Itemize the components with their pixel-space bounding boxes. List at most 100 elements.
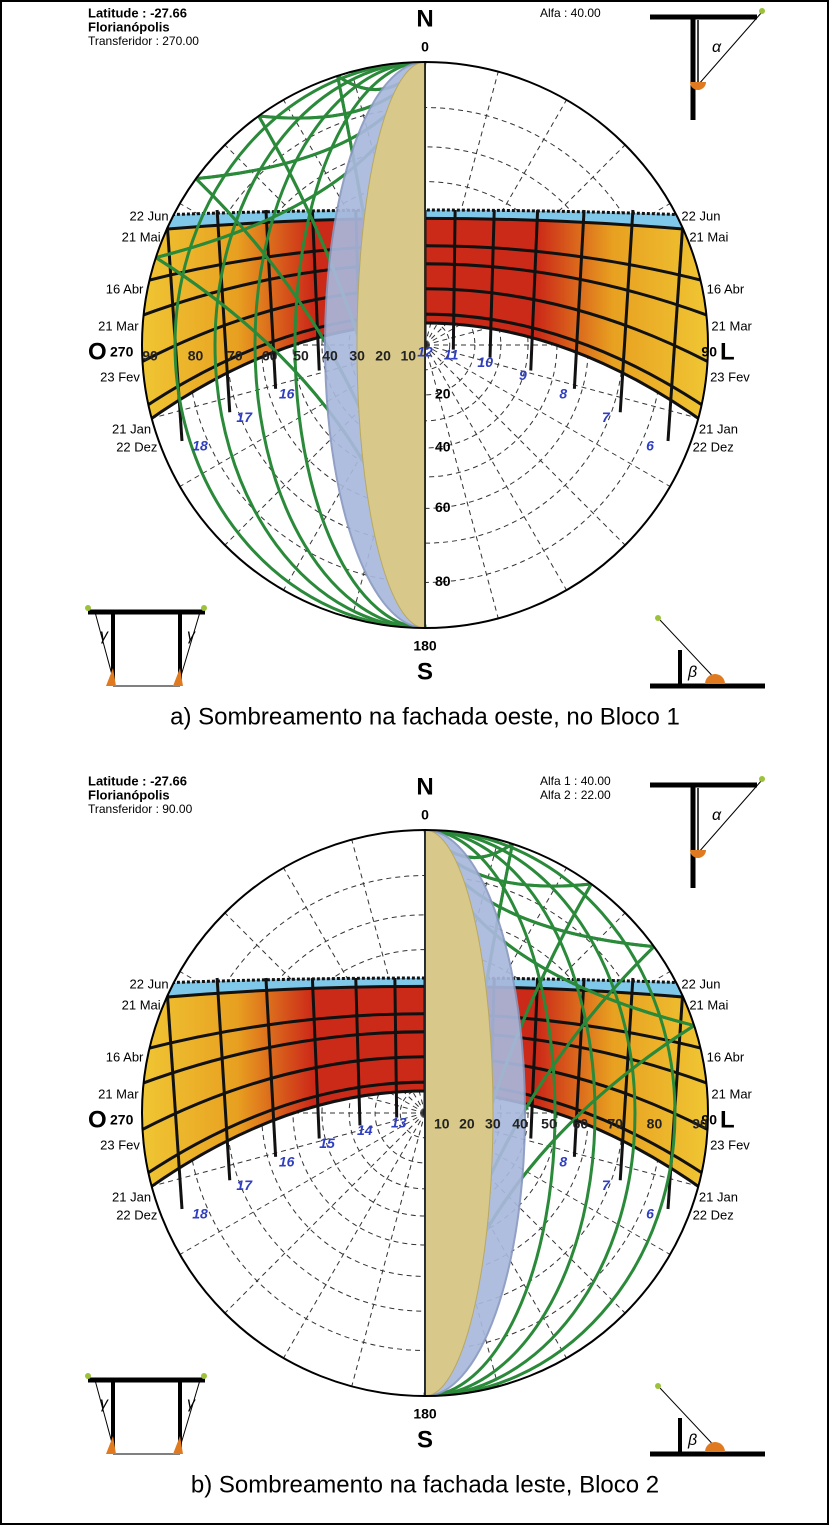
month-label: 21 Jan (699, 1189, 738, 1204)
latitude: Latitude : -27.66 (88, 773, 187, 788)
south-deg: 180 (413, 638, 437, 654)
shading-label: 70 (227, 348, 243, 364)
west: O (88, 1106, 107, 1133)
south-deg: 180 (413, 1406, 437, 1422)
hour-label: 16 (279, 385, 295, 401)
icon-dot (759, 8, 765, 14)
gamma-symbol: γ (100, 627, 109, 644)
month-label: 21 Jan (112, 421, 151, 436)
protractor-ray (284, 1113, 426, 1358)
hour-label: 18 (192, 438, 208, 454)
alpha-value: Alfa 1 : 40.00 (540, 774, 611, 788)
hour-label: 15 (319, 1135, 335, 1151)
shading-label: 20 (459, 1116, 475, 1132)
gamma-symbol: γ (100, 1395, 109, 1412)
shading-label: 70 (607, 1116, 623, 1132)
south: S (417, 658, 433, 685)
hour-label: 8 (559, 385, 567, 401)
shading-label: 30 (349, 348, 365, 364)
icon-dot (655, 615, 661, 621)
icon-line (698, 12, 762, 85)
shading-label: 10 (400, 348, 416, 364)
north-deg: 0 (421, 807, 429, 823)
north-deg: 0 (421, 39, 429, 55)
month-label: 22 Jun (130, 208, 169, 223)
month-label: 21 Mai (122, 229, 161, 244)
month-label: 16 Abr (707, 1049, 745, 1064)
hour-label: 17 (236, 1177, 253, 1193)
hour-label: 7 (602, 409, 611, 425)
month-label: 21 Mar (98, 318, 139, 333)
icon-line (698, 780, 762, 853)
north: N (416, 5, 433, 32)
city: Florianópolis (88, 19, 170, 34)
alpha-value: Alfa 2 : 22.00 (540, 788, 611, 802)
caption: a) Sombreamento na fachada oeste, no Blo… (170, 703, 680, 730)
month-label: 21 Jan (699, 421, 738, 436)
gamma-symbol: γ (187, 627, 196, 644)
month-label: 21 Jan (112, 1189, 151, 1204)
alpha-value: Alfa : 40.00 (540, 6, 601, 20)
month-label: 22 Dez (693, 439, 734, 454)
month-label: 22 Jun (681, 976, 720, 991)
hour-label: 17 (236, 409, 253, 425)
shading-label: 20 (375, 348, 391, 364)
shading-label: 90 (692, 1116, 708, 1132)
west: O (88, 338, 107, 365)
beta-symbol: β (687, 664, 697, 681)
month-label: 21 Mar (711, 1086, 752, 1101)
protractor-ray (425, 345, 567, 590)
month-label: 23 Fev (100, 369, 140, 384)
caption: b) Sombreamento na fachada leste, Bloco … (191, 1471, 659, 1498)
east: L (720, 1106, 735, 1133)
shading-label: 90 (142, 348, 158, 364)
diagram (112, 830, 738, 1396)
hour-label: 11 (444, 346, 459, 362)
altitude-label: 40 (435, 439, 451, 455)
month-label: 23 Fev (710, 1137, 750, 1152)
shading-label: 50 (541, 1116, 557, 1132)
altitude-label: 20 (435, 386, 451, 402)
west-deg: 270 (110, 344, 134, 360)
icon-cap (705, 1442, 725, 1452)
icon-dot (85, 1373, 91, 1379)
hour-line (395, 978, 397, 1118)
hour-label: 8 (559, 1153, 567, 1169)
month-label: 21 Mar (98, 1086, 139, 1101)
gamma-symbol: γ (187, 1395, 196, 1412)
month-label: 16 Abr (707, 281, 745, 296)
month-label: 21 Mai (689, 229, 728, 244)
altitude-label: 80 (435, 573, 451, 589)
city: Florianópolis (88, 787, 170, 802)
protractor-ray (352, 1113, 425, 1386)
hour-label: 16 (279, 1153, 295, 1169)
hour-label: 7 (602, 1177, 611, 1193)
shading-label: 40 (512, 1116, 528, 1132)
month-label: 21 Mai (122, 997, 161, 1012)
shading-label: 10 (434, 1116, 450, 1132)
hour-label: 13 (391, 1114, 407, 1130)
icon-dot (201, 1373, 207, 1379)
month-label: 22 Dez (116, 1207, 157, 1222)
month-label: 16 Abr (106, 281, 144, 296)
panel: Latitude : -27.66FlorianópolisTransferid… (85, 773, 765, 1498)
shading-label: 30 (485, 1116, 501, 1132)
shading-label: 80 (647, 1116, 663, 1132)
icon-cap (705, 674, 725, 684)
icon-dot (655, 1383, 661, 1389)
south: S (417, 1426, 433, 1453)
alpha-symbol: α (712, 807, 722, 824)
shading-label: 60 (573, 1116, 589, 1132)
hour-line (453, 210, 455, 350)
latitude: Latitude : -27.66 (88, 5, 187, 20)
hour-label: 6 (646, 438, 654, 454)
protractor: Transferidor : 90.00 (88, 802, 193, 816)
hour-label: 10 (477, 354, 493, 370)
alpha-symbol: α (712, 39, 722, 56)
icon-dot (201, 605, 207, 611)
month-label: 23 Fev (100, 1137, 140, 1152)
icon-dot (759, 776, 765, 782)
month-label: 21 Mar (711, 318, 752, 333)
east-deg: 90 (701, 344, 717, 360)
month-label: 22 Jun (130, 976, 169, 991)
